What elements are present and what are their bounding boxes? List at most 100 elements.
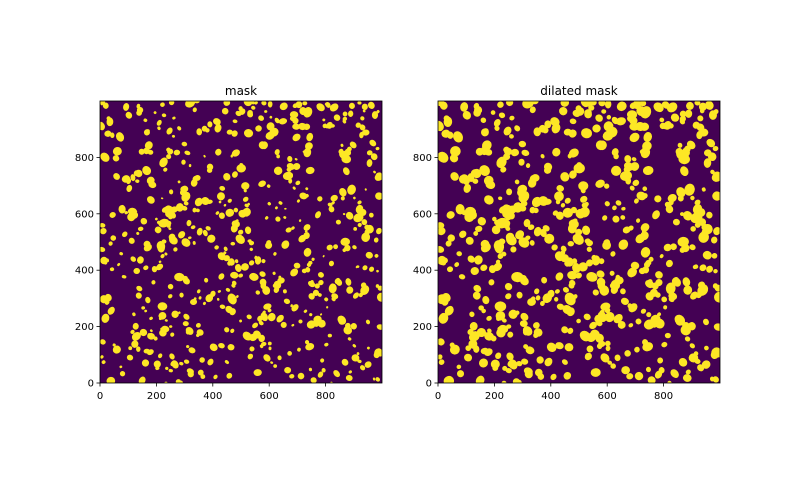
blob	[620, 170, 633, 181]
blob	[188, 164, 192, 168]
blob	[525, 346, 535, 355]
blob	[589, 321, 597, 330]
blob	[438, 312, 449, 324]
blob	[502, 365, 508, 371]
blob	[141, 359, 150, 367]
blob	[183, 359, 190, 364]
blob	[670, 113, 680, 122]
blob	[677, 236, 689, 247]
blob	[512, 378, 520, 383]
blob	[335, 219, 341, 225]
blob	[693, 264, 699, 269]
blob	[218, 200, 222, 204]
blob	[127, 212, 136, 222]
blob	[628, 225, 634, 231]
blob	[289, 374, 295, 379]
blob	[376, 269, 379, 273]
blob	[171, 134, 176, 138]
blob	[661, 341, 668, 348]
blob	[179, 292, 184, 298]
blob	[297, 372, 305, 380]
blob	[210, 290, 216, 297]
blob	[652, 210, 660, 220]
blob	[147, 149, 154, 155]
blob	[112, 147, 122, 156]
blob	[259, 271, 266, 277]
blob	[157, 353, 163, 359]
blob	[518, 140, 527, 148]
blob	[470, 267, 479, 275]
blob	[327, 333, 332, 338]
blob	[640, 223, 650, 232]
blob	[508, 359, 518, 370]
blob	[364, 224, 369, 230]
blob	[364, 361, 372, 368]
blob	[213, 374, 218, 380]
blob	[603, 239, 611, 246]
blob	[328, 283, 337, 294]
blob	[493, 119, 501, 127]
blob	[342, 116, 348, 122]
blob	[112, 155, 120, 162]
blob	[604, 312, 615, 323]
blob	[148, 181, 157, 189]
y-tick-label: 400	[75, 266, 94, 277]
blob	[679, 115, 686, 122]
blob	[438, 101, 443, 107]
blob	[510, 246, 517, 253]
blob	[376, 292, 382, 302]
blob	[463, 177, 470, 186]
blob	[595, 333, 604, 343]
blob	[273, 364, 278, 368]
blob	[302, 101, 308, 106]
blob	[175, 203, 184, 212]
blob	[450, 172, 459, 181]
y-tick-label: 800	[75, 153, 94, 164]
blob	[303, 147, 312, 158]
blob	[219, 304, 226, 309]
blob	[472, 168, 482, 179]
blob	[326, 244, 333, 251]
blob	[146, 196, 155, 204]
blob	[161, 113, 167, 118]
blob	[170, 332, 175, 337]
blob	[131, 331, 141, 341]
blob	[536, 356, 544, 364]
blob	[516, 291, 523, 299]
blob	[340, 143, 344, 147]
blob	[158, 260, 162, 264]
blob	[517, 184, 528, 194]
blob	[357, 359, 362, 364]
blob	[166, 223, 171, 228]
blob	[225, 287, 231, 292]
blob	[624, 155, 632, 163]
blob	[305, 343, 315, 351]
blob	[582, 225, 591, 235]
blob	[306, 132, 314, 142]
blob	[713, 323, 720, 331]
blob	[215, 148, 222, 156]
blob	[352, 344, 357, 348]
blob	[358, 292, 363, 298]
blob	[267, 101, 273, 108]
blob	[486, 315, 492, 321]
blob	[679, 247, 686, 253]
blob	[550, 373, 557, 381]
blob	[151, 280, 156, 285]
blob	[296, 199, 300, 203]
blob	[362, 265, 368, 271]
blob	[144, 309, 148, 313]
blob	[462, 110, 472, 120]
blob	[125, 111, 133, 119]
blob	[292, 123, 301, 130]
blob	[636, 106, 646, 116]
blob	[657, 312, 662, 317]
blob	[195, 322, 201, 328]
blob	[533, 226, 542, 237]
blob	[325, 101, 331, 108]
blob	[112, 343, 116, 347]
blob	[580, 101, 592, 108]
blob	[279, 102, 288, 111]
blob	[560, 245, 567, 253]
blob	[207, 234, 216, 243]
